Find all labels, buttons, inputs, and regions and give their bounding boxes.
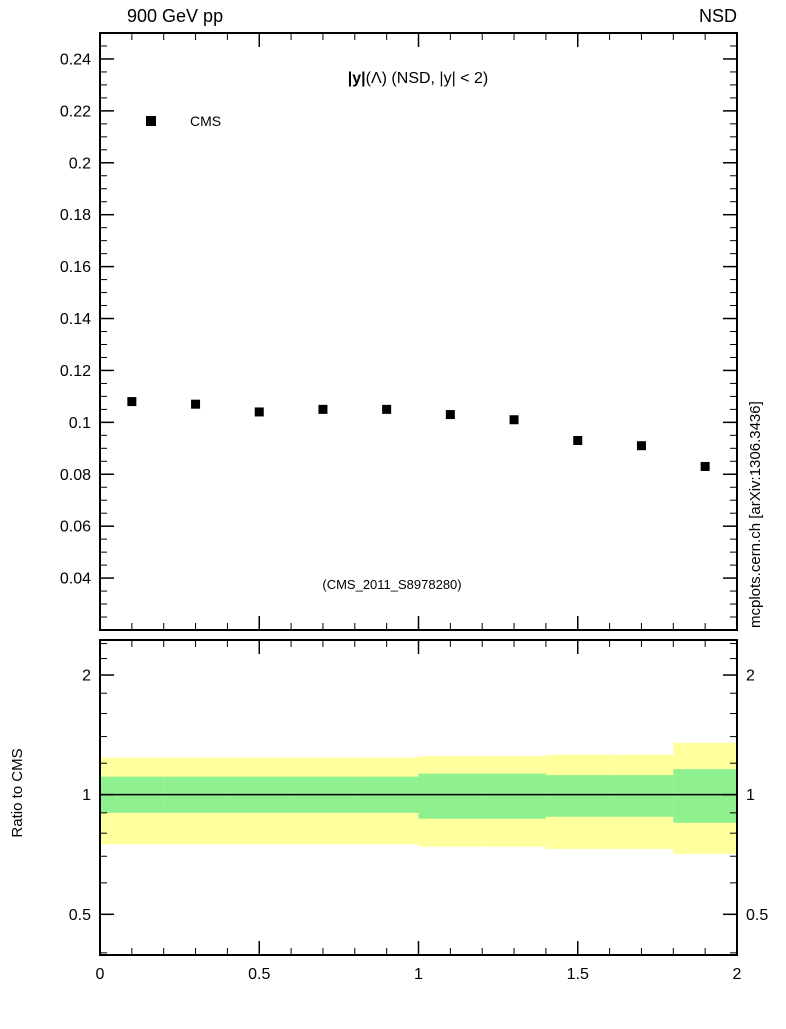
plot-title: |y|(Λ) (NSD, |y| < 2) — [348, 70, 488, 87]
header-event-class-label: NSD — [699, 6, 737, 26]
y-axis-tick-label: 0.24 — [60, 51, 91, 68]
ratio-y-tick-label-right: 2 — [746, 668, 755, 685]
y-axis-tick-label: 0.1 — [69, 415, 91, 432]
legend: CMS — [146, 113, 221, 129]
data-point — [636, 441, 646, 451]
ratio-panel: 0.5 0.5 1 1 2 2 0 0.5 1 1.5 2 — [69, 639, 768, 983]
plot-title-observable: |y| — [348, 70, 366, 87]
ratio-y-tick-label-right: 0.5 — [746, 907, 768, 924]
y-axis-tick-label: 0.04 — [60, 571, 91, 588]
watermark-analysis-id: (CMS_2011_S8978280) — [322, 577, 461, 592]
ratio-y-axis-title: Ratio to CMS — [9, 748, 26, 837]
y-axis-tick-label: 0.14 — [60, 311, 91, 328]
ratio-y-tick-label-left: 0.5 — [69, 907, 91, 924]
data-point — [700, 461, 710, 471]
x-axis-tick-label: 2 — [733, 966, 742, 983]
y-axis-tick-label: 0.18 — [60, 207, 91, 224]
inner-uncertainty-band — [673, 769, 737, 823]
legend-marker-square-icon — [146, 116, 156, 126]
data-point — [445, 410, 455, 420]
y-axis-tick-label: 0.2 — [69, 155, 91, 172]
header-beam-label: 900 GeV pp — [127, 6, 223, 26]
data-point — [318, 404, 328, 414]
data-point — [382, 404, 392, 414]
ratio-y-tick-label-right: 1 — [746, 787, 755, 804]
main-panel: 0.04 0.06 0.08 0.1 0.12 0.14 0.16 0.18 0.2 0.22 0.… — [60, 32, 738, 631]
ratio-y-tick-label-left: 2 — [82, 668, 91, 685]
side-note-provenance: mcplots.cern.ch [arXiv:1306.3436] — [747, 401, 764, 628]
inner-uncertainty-band — [545, 775, 610, 817]
y-axis-tick-label: 0.16 — [60, 259, 91, 276]
legend-entry-label: CMS — [190, 113, 221, 129]
y-axis-tick-label: 0.06 — [60, 519, 91, 536]
data-point — [509, 415, 519, 425]
ratio-y-tick-label-left: 1 — [82, 787, 91, 804]
inner-uncertainty-band — [418, 773, 483, 819]
inner-uncertainty-band — [609, 775, 674, 817]
data-point — [127, 397, 137, 407]
x-axis-tick-label: 0 — [96, 966, 105, 983]
data-point — [573, 436, 583, 446]
plot-title-cuts: (Λ) (NSD, |y| < 2) — [366, 70, 489, 87]
y-axis-tick-label: 0.12 — [60, 363, 91, 380]
data-point — [254, 407, 264, 417]
inner-uncertainty-band — [482, 773, 546, 819]
y-axis-tick-label: 0.22 — [60, 103, 91, 120]
x-axis-tick-label: 1.5 — [567, 966, 589, 983]
y-axis-tick-label: 0.08 — [60, 467, 91, 484]
x-axis-tick-label: 1 — [414, 966, 423, 983]
data-point — [191, 399, 201, 409]
x-axis-tick-label: 0.5 — [248, 966, 270, 983]
